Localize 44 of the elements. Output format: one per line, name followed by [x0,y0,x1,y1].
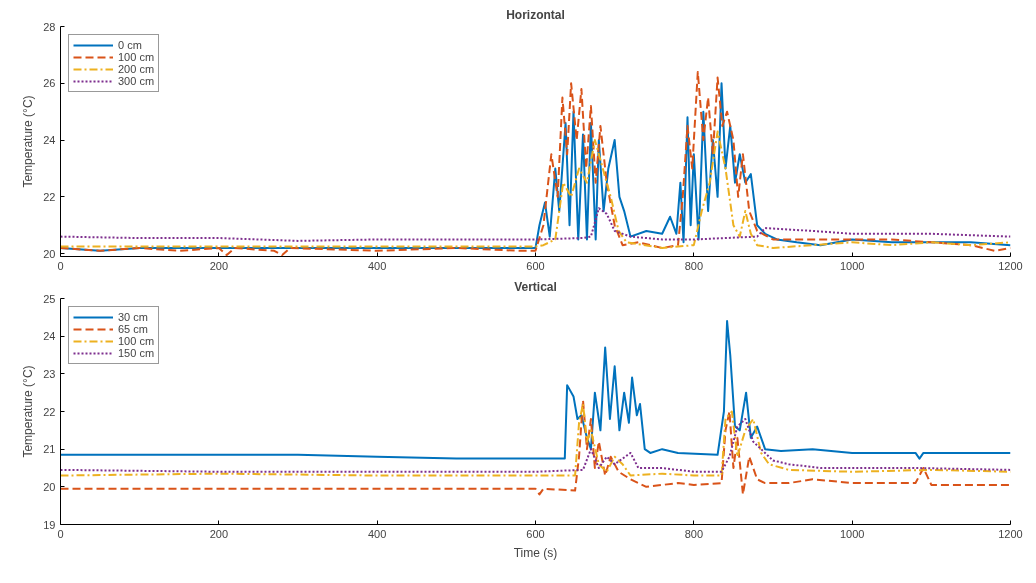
x-tick-label: 0 [57,527,64,540]
y-tick-label: 25 [43,292,56,305]
y-tick-label: 20 [43,247,56,260]
legend-label: 30 cm [118,311,148,323]
line-series [60,418,1011,473]
legend-label: 0 cm [118,39,142,51]
y-tick-label: 24 [43,330,56,343]
y-tick-label: 22 [43,405,56,418]
x-tick-label: 600 [526,527,545,540]
x-tick-label: 800 [684,527,704,540]
legend-label: 100 cm [118,51,155,63]
y-axis-title: Temperature (°C) [21,95,36,188]
legend-label: 200 cm [118,63,155,75]
x-tick-label: 400 [367,259,387,272]
legend-label: 65 cm [118,323,148,335]
y-tick-label: 21 [43,443,56,456]
line-series [60,399,1011,496]
y-tick-label: 19 [43,518,56,531]
x-tick-label: 1000 [839,259,865,272]
x-tick-label: 0 [57,259,64,272]
x-tick-label: 800 [684,259,704,272]
x-tick-label: 200 [209,259,229,272]
y-tick-label: 24 [43,134,56,147]
x-tick-label: 600 [526,259,545,272]
legend-label: 300 cm [118,75,155,87]
y-tick-label: 23 [43,367,56,380]
chart-title: Horizontal [506,7,565,22]
line-series [60,320,1011,460]
x-tick-label: 200 [209,527,229,540]
x-axis-title: Time (s) [513,545,558,560]
x-tick-label: 1200 [998,259,1023,272]
legend-label: 150 cm [118,347,155,359]
y-tick-label: 20 [43,480,56,493]
y-tick-label: 26 [43,77,56,90]
legend-label: 100 cm [118,335,155,347]
chart-title: Vertical [514,279,557,294]
line-series [60,130,1011,249]
y-tick-label: 22 [43,190,56,203]
x-tick-label: 1200 [998,527,1023,540]
line-series [60,207,1011,242]
y-axis-title: Temperature (°C) [21,365,36,458]
y-tick-label: 28 [43,20,56,33]
x-tick-label: 400 [367,527,387,540]
x-tick-label: 1000 [839,527,865,540]
